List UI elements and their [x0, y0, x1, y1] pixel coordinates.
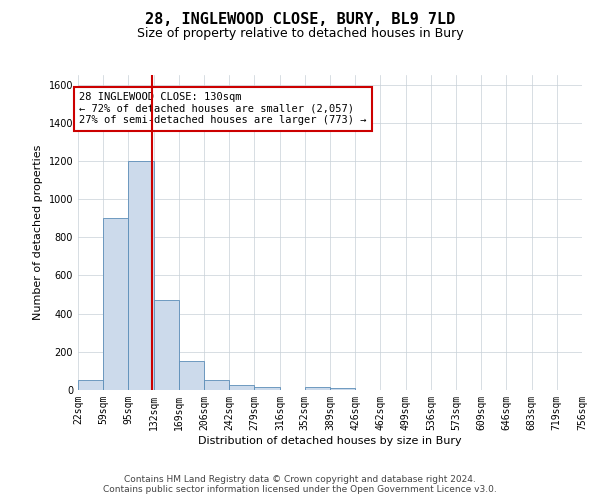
Text: Contains HM Land Registry data © Crown copyright and database right 2024.
Contai: Contains HM Land Registry data © Crown c… — [103, 474, 497, 494]
Bar — [254, 387, 280, 390]
Text: 28, INGLEWOOD CLOSE, BURY, BL9 7LD: 28, INGLEWOOD CLOSE, BURY, BL9 7LD — [145, 12, 455, 28]
Bar — [229, 385, 254, 390]
Bar — [78, 380, 103, 390]
Bar — [103, 218, 128, 390]
Bar — [205, 380, 229, 390]
Bar — [305, 387, 330, 390]
Bar — [179, 362, 205, 390]
Bar — [128, 161, 154, 390]
Bar — [154, 300, 179, 390]
Text: 28 INGLEWOOD CLOSE: 130sqm
← 72% of detached houses are smaller (2,057)
27% of s: 28 INGLEWOOD CLOSE: 130sqm ← 72% of deta… — [79, 92, 367, 126]
Bar — [330, 388, 355, 390]
Y-axis label: Number of detached properties: Number of detached properties — [33, 145, 43, 320]
Text: Size of property relative to detached houses in Bury: Size of property relative to detached ho… — [137, 28, 463, 40]
X-axis label: Distribution of detached houses by size in Bury: Distribution of detached houses by size … — [198, 436, 462, 446]
